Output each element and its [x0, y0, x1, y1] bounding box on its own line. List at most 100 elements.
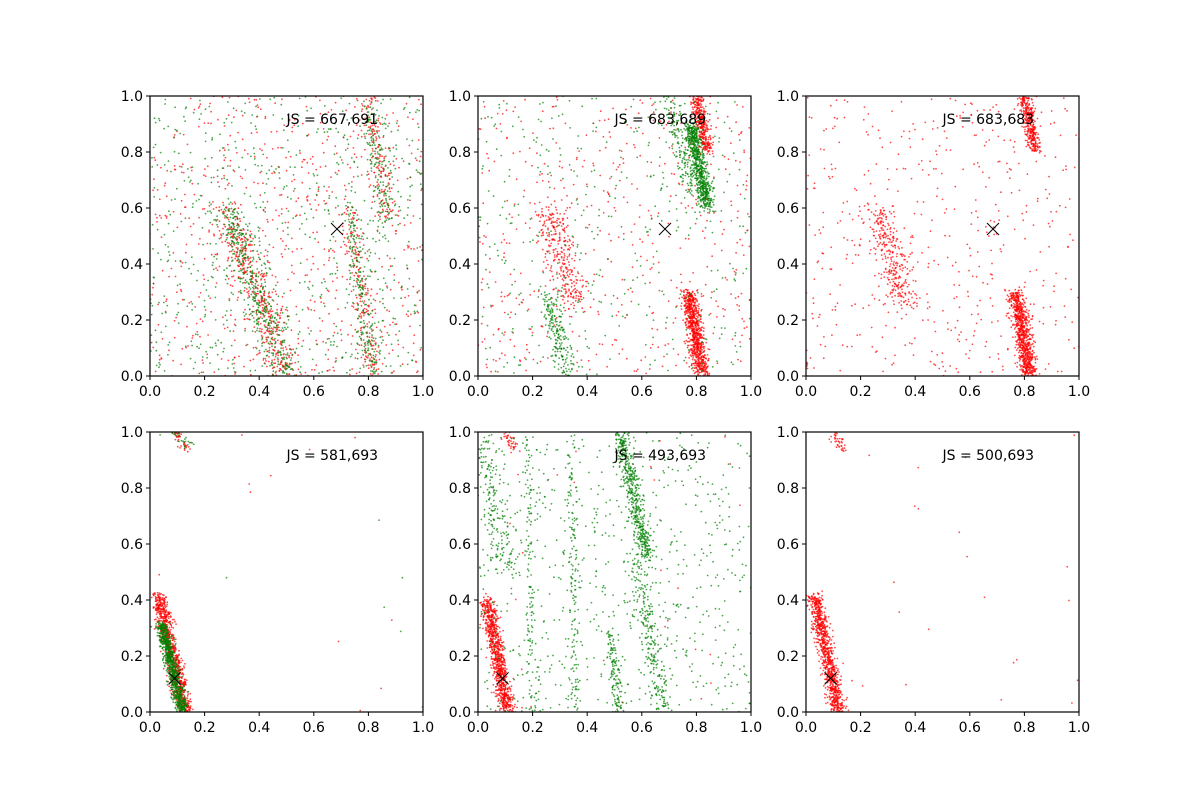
data-point — [693, 299, 695, 301]
data-point — [506, 109, 508, 111]
data-point — [568, 308, 570, 310]
data-point — [569, 247, 571, 249]
data-point — [247, 304, 249, 306]
data-point — [244, 270, 246, 272]
data-point — [247, 297, 249, 299]
data-point — [274, 102, 276, 104]
data-point — [581, 275, 583, 277]
data-point — [567, 225, 569, 227]
data-point — [217, 175, 219, 177]
data-point — [263, 293, 265, 295]
data-point — [556, 272, 558, 274]
data-point — [691, 328, 693, 330]
data-point — [241, 157, 243, 159]
data-point — [407, 315, 409, 317]
data-point — [255, 286, 257, 288]
data-point — [384, 160, 386, 162]
data-point — [287, 196, 289, 198]
data-point — [309, 188, 311, 190]
data-point — [695, 355, 697, 357]
data-point — [318, 188, 320, 190]
data-point — [407, 288, 409, 290]
data-point — [532, 132, 534, 134]
data-point — [386, 175, 388, 177]
data-point — [354, 153, 356, 155]
data-point — [229, 244, 231, 246]
data-point — [233, 116, 235, 118]
data-point — [350, 209, 352, 211]
data-point — [180, 221, 182, 223]
data-point — [194, 109, 196, 111]
data-point — [383, 277, 385, 279]
data-point — [267, 336, 269, 338]
data-point — [291, 238, 293, 240]
data-point — [642, 133, 644, 135]
data-point — [571, 316, 573, 318]
axes-frame — [150, 96, 423, 376]
data-point — [160, 331, 162, 333]
data-point — [319, 100, 321, 102]
data-point — [551, 222, 553, 224]
data-point — [204, 122, 206, 124]
data-point — [411, 185, 413, 187]
data-point — [266, 339, 268, 341]
data-point — [730, 142, 732, 144]
data-point — [261, 285, 263, 287]
data-point — [241, 244, 243, 246]
data-point — [651, 313, 653, 315]
data-point — [377, 188, 379, 190]
data-point — [283, 293, 285, 295]
data-point — [352, 207, 354, 209]
data-point — [353, 239, 355, 241]
data-point — [360, 301, 362, 303]
data-point — [265, 275, 267, 277]
data-point — [697, 101, 699, 103]
data-point — [538, 345, 540, 347]
data-point — [544, 163, 546, 165]
data-point — [296, 154, 298, 156]
data-point — [212, 262, 214, 264]
data-point — [407, 214, 409, 216]
data-point — [334, 332, 336, 334]
data-point — [358, 315, 360, 317]
data-point — [299, 98, 301, 100]
data-point — [560, 268, 562, 270]
data-point — [685, 301, 687, 303]
data-point — [591, 171, 593, 173]
data-point — [354, 253, 356, 255]
data-point — [566, 226, 568, 228]
data-point — [634, 223, 636, 225]
data-point — [240, 270, 242, 272]
data-point — [277, 352, 279, 354]
data-point — [420, 183, 422, 185]
data-point — [274, 322, 276, 324]
data-point — [240, 204, 242, 206]
data-point — [277, 357, 279, 359]
data-point — [226, 310, 228, 312]
data-point — [233, 208, 235, 210]
data-point — [256, 295, 258, 297]
data-point — [560, 275, 562, 277]
data-point — [163, 128, 165, 130]
data-point — [382, 99, 384, 101]
data-point — [248, 290, 250, 292]
data-point — [563, 249, 565, 251]
data-point — [276, 327, 278, 329]
data-point — [741, 293, 743, 295]
data-point — [242, 246, 244, 248]
data-point — [350, 277, 352, 279]
data-point — [159, 364, 161, 366]
data-point — [374, 253, 376, 255]
data-point — [634, 370, 636, 372]
data-point — [245, 237, 247, 239]
data-point — [253, 359, 255, 361]
data-point — [559, 166, 561, 168]
data-point — [529, 227, 531, 229]
data-point — [588, 290, 590, 292]
data-point — [198, 296, 200, 298]
data-point — [273, 288, 275, 290]
data-point — [694, 367, 696, 369]
data-point — [282, 347, 284, 349]
data-point — [708, 144, 710, 146]
data-point — [419, 349, 421, 351]
